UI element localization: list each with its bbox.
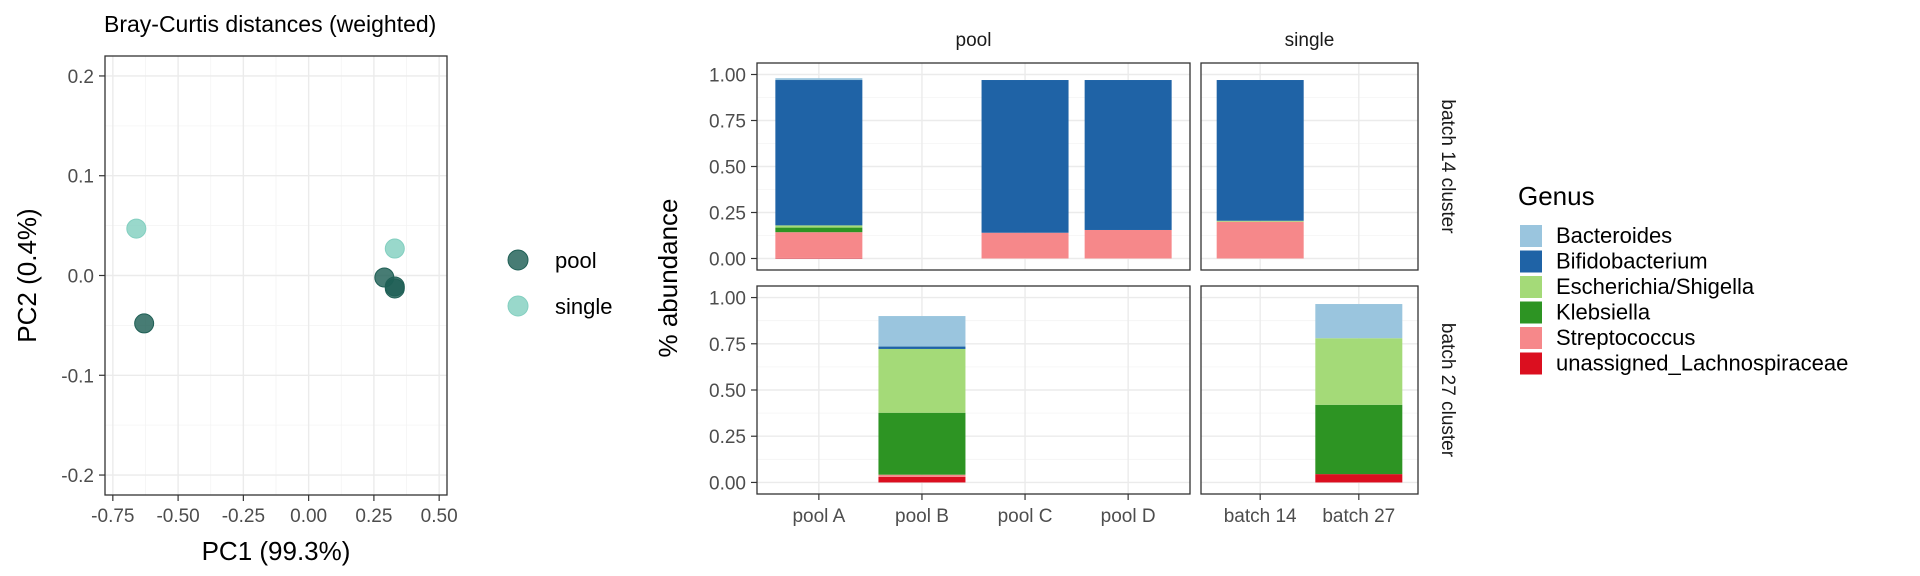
bar-segment-escherichia-shigella bbox=[1216, 220, 1304, 222]
legend-label-pool: pool bbox=[555, 248, 597, 273]
pcoa-legend: pool single bbox=[507, 248, 612, 319]
legend-swatch bbox=[1520, 276, 1542, 298]
stacked-bar-chart: pool single batch 14 cluster batch 27 clust… bbox=[653, 30, 1458, 527]
y-tick-label: 0.50 bbox=[709, 381, 746, 402]
y-tick-label: 0.2 bbox=[68, 67, 94, 88]
legend-label: Bifidobacterium bbox=[1556, 249, 1708, 274]
y-tick-label: 1.00 bbox=[709, 66, 746, 87]
bar-segment-unassigned-lachnospiraceae bbox=[775, 257, 863, 259]
y-tick-label: 0.25 bbox=[709, 427, 746, 448]
bar-segment-bacteroides bbox=[1315, 304, 1403, 339]
legend-swatch bbox=[1520, 225, 1542, 247]
bar-segment-klebsiella bbox=[878, 412, 966, 475]
x-tick-label: batch 27 bbox=[1322, 506, 1395, 527]
x-tick-label: -0.75 bbox=[91, 506, 134, 527]
y-tick-label: 0.1 bbox=[68, 167, 94, 188]
bar-segment-bifidobacterium bbox=[1084, 80, 1172, 230]
legend-swatch bbox=[1520, 352, 1542, 375]
point-single bbox=[384, 238, 405, 259]
point-pool bbox=[384, 278, 405, 299]
bar-segment-bacteroides bbox=[775, 78, 863, 81]
bar-segment-escherichia-shigella bbox=[775, 225, 863, 228]
y-tick-label: 0.75 bbox=[709, 335, 746, 356]
y-axis-title: % abundance bbox=[653, 198, 683, 357]
y-tick-label: 0.25 bbox=[709, 204, 746, 225]
bar-segment-streptococcus bbox=[775, 232, 863, 258]
bar-segment-streptococcus bbox=[878, 474, 966, 477]
legend-label: Streptococcus bbox=[1556, 325, 1695, 350]
panel-border bbox=[104, 55, 448, 496]
legend-swatch-single bbox=[507, 295, 529, 317]
legend-label: Bacteroides bbox=[1556, 223, 1672, 248]
y-axis-title: PC2 (0.4%) bbox=[12, 208, 42, 342]
bar-segment-bifidobacterium bbox=[981, 80, 1069, 233]
genus-legend: Genus BacteroidesBifidobacteriumEscherich… bbox=[1518, 181, 1848, 376]
x-axis-title: PC1 (99.3%) bbox=[202, 536, 351, 566]
chart-title: Bray-Curtis distances (weighted) bbox=[104, 11, 436, 37]
bar-segment-streptococcus bbox=[1216, 221, 1304, 259]
legend-swatch-pool bbox=[507, 249, 529, 271]
legend-label: Klebsiella bbox=[1556, 300, 1651, 325]
y-tick-label: 0.00 bbox=[709, 473, 746, 494]
y-tick-label: 0.00 bbox=[709, 250, 746, 271]
x-tick-label: batch 14 bbox=[1224, 506, 1297, 527]
y-tick-label: 0.50 bbox=[709, 158, 746, 179]
point-pool bbox=[134, 313, 155, 334]
x-tick-label: pool D bbox=[1101, 506, 1156, 527]
bar-segment-bifidobacterium bbox=[1216, 80, 1304, 221]
x-tick-label: pool A bbox=[792, 506, 845, 527]
y-tick-label: 0.75 bbox=[709, 112, 746, 133]
bar-segment-escherichia-shigella bbox=[878, 348, 966, 413]
facet-row-label: batch 27 cluster bbox=[1437, 323, 1458, 458]
bar-segment-klebsiella bbox=[775, 227, 863, 233]
legend-title: Genus bbox=[1518, 181, 1595, 211]
x-tick-label: 0.50 bbox=[421, 506, 458, 527]
legend-swatch bbox=[1520, 327, 1542, 349]
point-single bbox=[126, 218, 147, 239]
bar-segment-bifidobacterium bbox=[878, 346, 966, 349]
legend-swatch bbox=[1520, 250, 1542, 273]
bar-segment-streptococcus bbox=[981, 232, 1069, 259]
x-tick-label: 0.25 bbox=[355, 506, 392, 527]
facet-col-label: pool bbox=[956, 30, 992, 51]
bar-segment-klebsiella bbox=[1315, 404, 1403, 475]
y-tick-label: 1.00 bbox=[709, 289, 746, 310]
facet-col-label: single bbox=[1285, 30, 1335, 51]
bar-segment-unassigned-lachnospiraceae bbox=[1315, 474, 1403, 483]
bar-segment-unassigned-lachnospiraceae bbox=[878, 476, 966, 483]
bar-segment-escherichia-shigella bbox=[1315, 338, 1403, 405]
pcoa-scatter-chart: -0.75 -0.50 -0.25 0.00 0.25 0.50 -0.2 -0.1 0.0 0.… bbox=[12, 11, 458, 566]
bar-segment-streptococcus bbox=[1084, 229, 1172, 259]
bar-segment-bifidobacterium bbox=[775, 80, 863, 226]
legend-label: Escherichia/Shigella bbox=[1556, 274, 1755, 299]
y-tick-label: -0.2 bbox=[61, 466, 94, 487]
y-tick-label: -0.1 bbox=[61, 366, 94, 387]
bar-segment-bacteroides bbox=[878, 316, 966, 347]
x-tick-label: -0.50 bbox=[156, 506, 199, 527]
legend-label-single: single bbox=[555, 294, 612, 319]
facet-row-label: batch 14 cluster bbox=[1437, 99, 1458, 234]
x-tick-label: -0.25 bbox=[222, 506, 265, 527]
x-tick-label: pool B bbox=[895, 506, 949, 527]
legend-label: unassigned_Lachnospiraceae bbox=[1556, 351, 1848, 376]
x-tick-label: pool C bbox=[998, 506, 1053, 527]
y-tick-label: 0.0 bbox=[68, 267, 94, 288]
legend-swatch bbox=[1520, 301, 1542, 324]
x-tick-label: 0.00 bbox=[290, 506, 327, 527]
facet-panel-border bbox=[1200, 285, 1419, 495]
facet-panel-border bbox=[1200, 62, 1419, 271]
